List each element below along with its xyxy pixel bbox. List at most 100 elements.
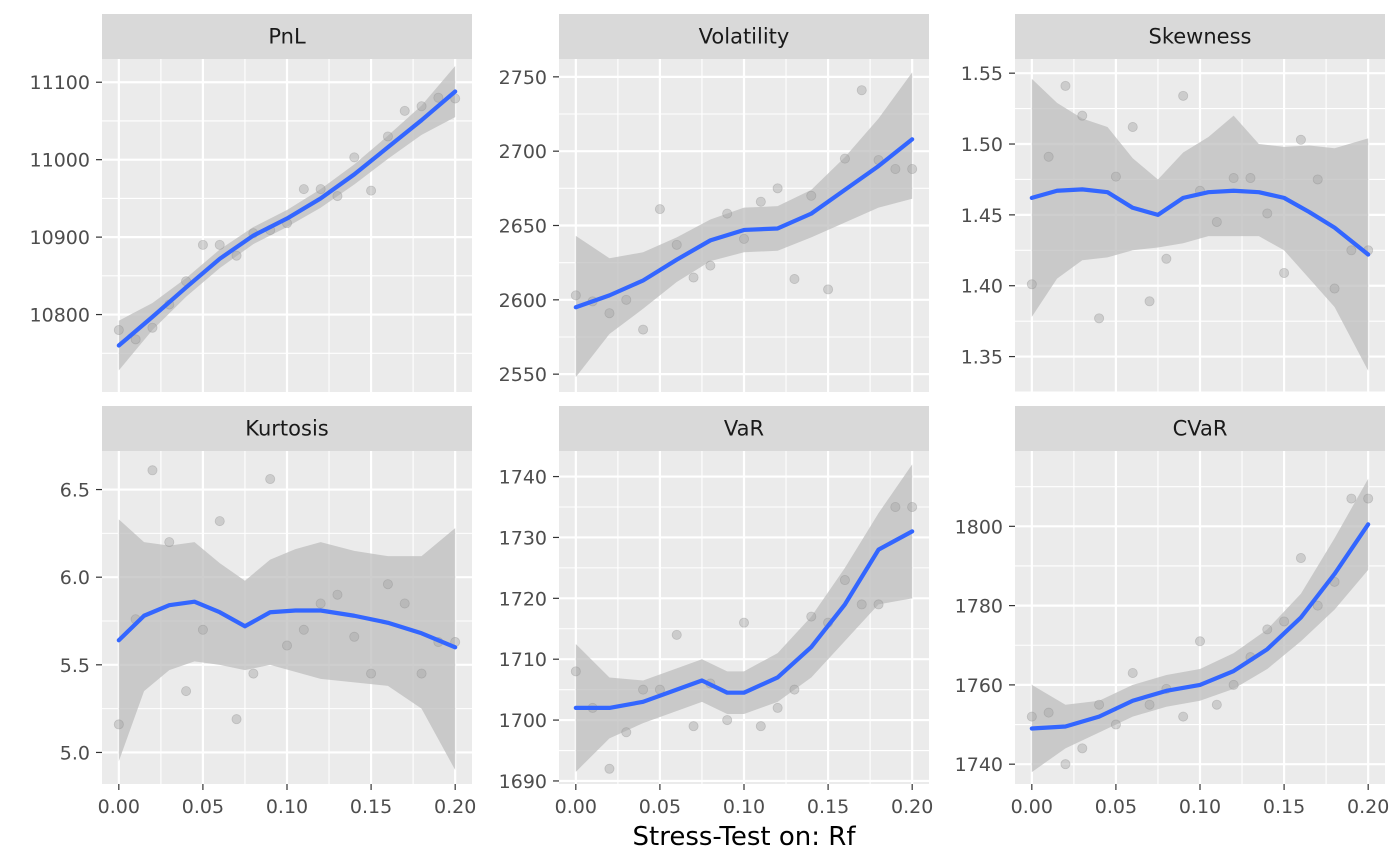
y-tick-label: 1720 bbox=[499, 588, 547, 610]
y-tick-label: 1.50 bbox=[961, 134, 1003, 156]
y-tick-label: 1740 bbox=[955, 754, 1003, 776]
data-point bbox=[1295, 553, 1306, 564]
data-point bbox=[1245, 173, 1256, 184]
x-tick-label: 0.00 bbox=[98, 796, 140, 818]
data-point bbox=[147, 322, 158, 333]
data-point bbox=[1346, 245, 1357, 256]
data-point bbox=[197, 624, 208, 635]
data-point bbox=[755, 196, 766, 207]
facet-pnl: PnL 10800 10900 11000 11100 bbox=[30, 14, 472, 392]
data-point bbox=[890, 164, 901, 175]
data-point bbox=[248, 668, 259, 679]
y-tick-label: 1.40 bbox=[961, 276, 1003, 298]
y-tick-label: 10900 bbox=[30, 227, 90, 249]
data-point bbox=[1228, 173, 1239, 184]
data-point bbox=[1262, 624, 1273, 635]
y-tick-label: 5.0 bbox=[60, 742, 90, 764]
data-point bbox=[1161, 253, 1172, 264]
smooth-line bbox=[116, 599, 458, 650]
x-tick-label: 0.20 bbox=[434, 796, 476, 818]
y-tick-label: 1780 bbox=[955, 596, 1003, 618]
y-tick-label: 2550 bbox=[499, 364, 547, 386]
data-point bbox=[181, 686, 192, 697]
smooth-line bbox=[573, 137, 915, 310]
data-point bbox=[1077, 110, 1088, 121]
data-point bbox=[570, 290, 581, 301]
data-point bbox=[705, 260, 716, 271]
y-tick-label: 2650 bbox=[499, 216, 547, 238]
facet-skewness: Skewness 1.35 1.40 1.45 1.50 1.55 bbox=[961, 14, 1385, 393]
data-point bbox=[399, 105, 410, 116]
facet-panels: PnL 10800 10900 11000 11100 Volatility 2550 260… bbox=[30, 14, 1389, 818]
y-tick-label: 1710 bbox=[499, 649, 547, 671]
y-tick-label: 5.5 bbox=[60, 655, 90, 677]
facet-strip bbox=[102, 14, 472, 59]
data-point bbox=[1060, 80, 1071, 91]
data-point bbox=[1312, 174, 1323, 185]
x-tick-label: 0.05 bbox=[1095, 796, 1137, 818]
data-point bbox=[1144, 296, 1155, 307]
data-point bbox=[654, 204, 665, 215]
smooth-line bbox=[116, 89, 458, 348]
data-point bbox=[416, 668, 427, 679]
facet-title: Volatility bbox=[699, 25, 790, 49]
data-point bbox=[1144, 699, 1155, 710]
facet-title: PnL bbox=[268, 25, 306, 49]
data-point bbox=[839, 575, 850, 586]
data-point bbox=[1127, 668, 1138, 679]
facet-strip bbox=[559, 14, 929, 59]
smooth-line bbox=[573, 529, 915, 710]
data-point bbox=[621, 727, 632, 738]
data-point bbox=[688, 272, 699, 283]
y-tick-label: 6.5 bbox=[60, 480, 90, 502]
facet-title: Skewness bbox=[1149, 25, 1252, 49]
facet-title: VaR bbox=[724, 417, 764, 441]
data-point bbox=[1211, 699, 1222, 710]
data-point bbox=[604, 308, 615, 319]
x-tick-label: 0.10 bbox=[266, 796, 308, 818]
y-tick-label: 11100 bbox=[30, 72, 90, 94]
data-point bbox=[638, 684, 649, 695]
x-tick-label: 0.00 bbox=[1011, 796, 1053, 818]
data-point bbox=[1077, 743, 1088, 754]
data-point bbox=[671, 629, 682, 640]
data-point bbox=[399, 598, 410, 609]
y-axis: 1.35 1.40 1.45 1.50 1.55 bbox=[961, 63, 1015, 369]
data-point bbox=[416, 101, 427, 112]
y-tick-label: 1760 bbox=[955, 675, 1003, 697]
data-points bbox=[570, 502, 918, 774]
facet-title: CVaR bbox=[1173, 417, 1228, 441]
y-tick-label: 11000 bbox=[30, 150, 90, 172]
data-point bbox=[332, 589, 343, 600]
data-point bbox=[1043, 151, 1054, 162]
data-point bbox=[1295, 134, 1306, 145]
facet-title: Kurtosis bbox=[245, 417, 328, 441]
y-tick-label: 1700 bbox=[499, 710, 547, 732]
data-point bbox=[806, 190, 817, 201]
x-tick-label: 0.15 bbox=[1263, 796, 1305, 818]
data-point bbox=[433, 92, 444, 103]
data-point bbox=[1127, 122, 1138, 133]
data-point bbox=[349, 631, 360, 642]
data-point bbox=[772, 702, 783, 713]
facet-volatility: Volatility 2550 2600 2650 2700 2750 bbox=[499, 14, 929, 392]
facet-strip bbox=[102, 406, 472, 451]
data-point bbox=[1312, 600, 1323, 611]
data-point bbox=[739, 617, 750, 628]
data-point bbox=[298, 184, 309, 195]
data-point bbox=[231, 714, 242, 725]
data-point bbox=[755, 721, 766, 732]
data-point bbox=[739, 233, 750, 244]
data-point bbox=[1026, 279, 1037, 290]
facet-kurtosis: Kurtosis 5.0 5.5 6.0 6.5 0.00 0.05 0.10 0.15 0.20 bbox=[60, 406, 476, 818]
smooth-line bbox=[1029, 522, 1371, 731]
data-point bbox=[722, 208, 733, 219]
data-point bbox=[332, 191, 343, 202]
x-tick-label: 0.15 bbox=[350, 796, 392, 818]
data-point bbox=[1279, 616, 1290, 627]
data-point bbox=[1094, 313, 1105, 324]
confidence-ribbon bbox=[1031, 478, 1369, 773]
x-tick-label: 0.00 bbox=[555, 796, 597, 818]
